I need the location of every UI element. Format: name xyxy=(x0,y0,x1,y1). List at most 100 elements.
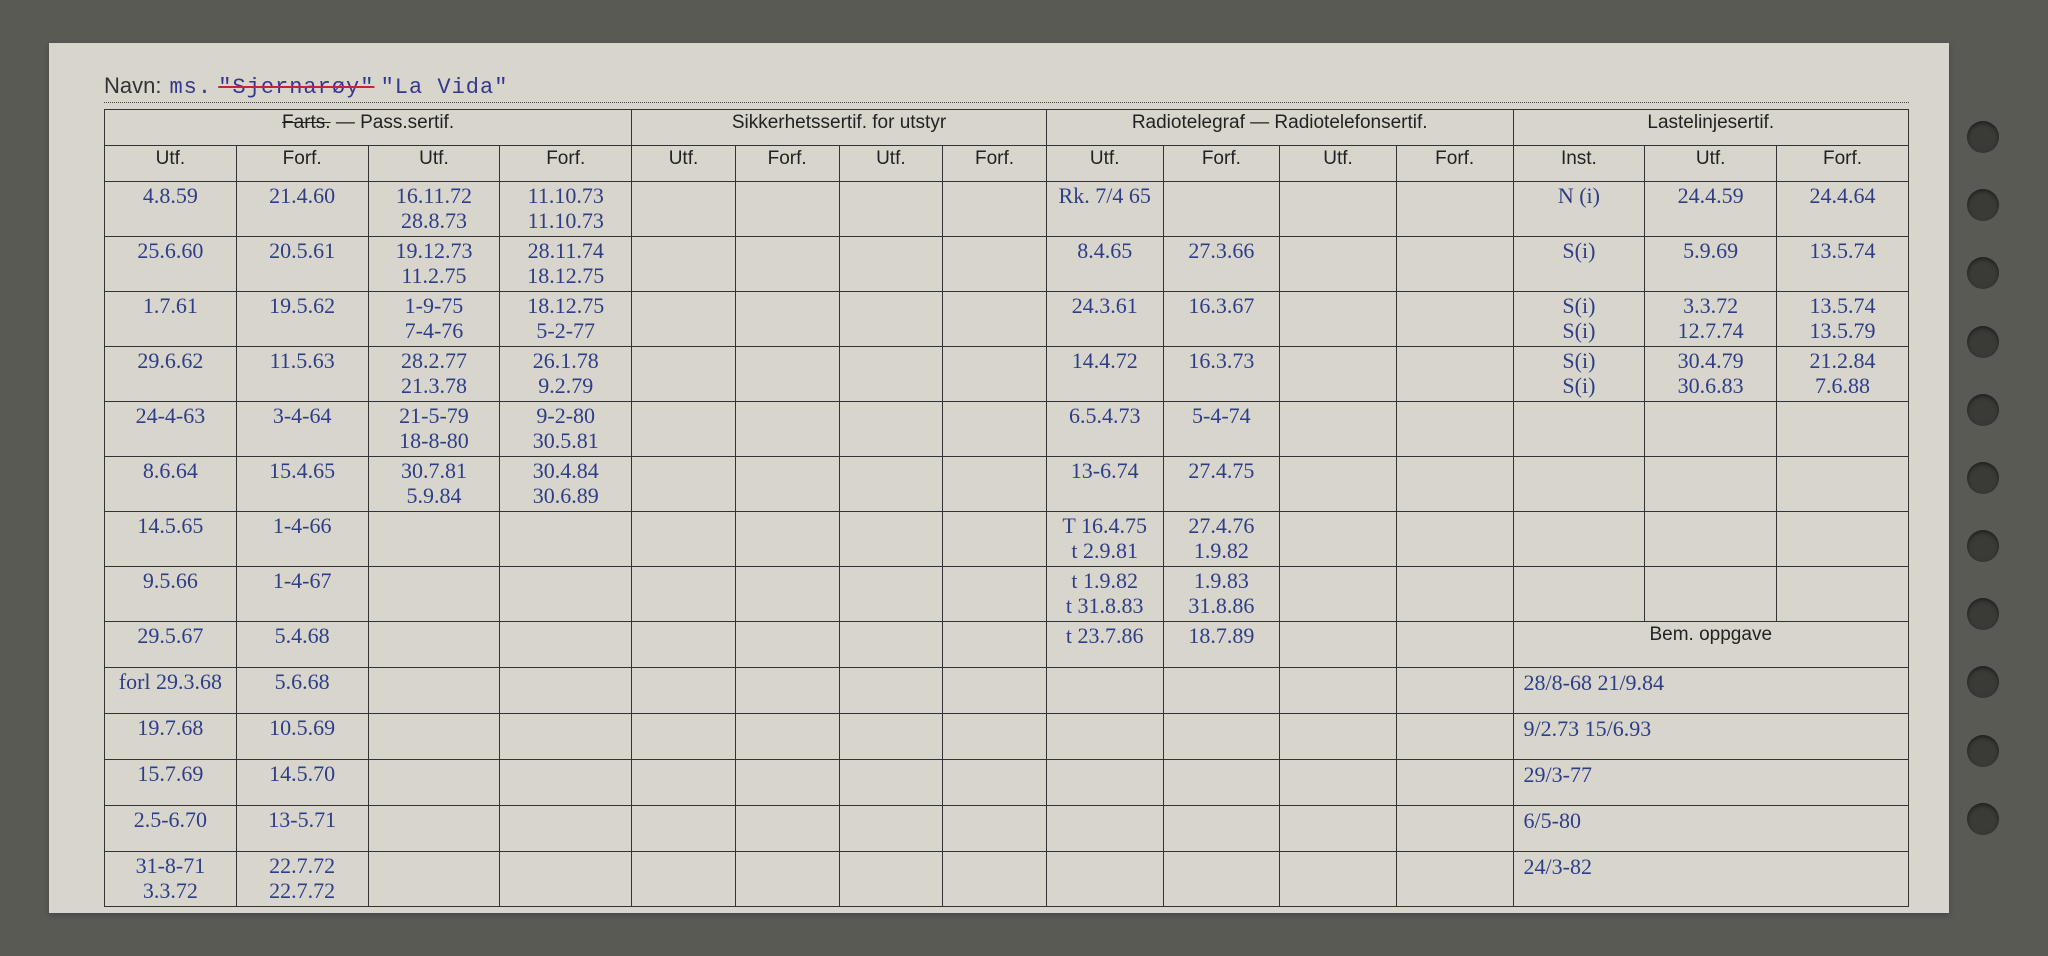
cell: 27.3.66 xyxy=(1163,237,1280,292)
cell xyxy=(943,714,1047,760)
hole-icon xyxy=(1967,666,1999,698)
cell xyxy=(943,402,1047,457)
cell: S(i) xyxy=(1513,237,1645,292)
cell xyxy=(632,567,736,622)
cell: 13.5.74 xyxy=(1777,237,1909,292)
cell: 8.6.64 xyxy=(105,457,237,512)
bem-cell: 9/2.73 15/6.93 xyxy=(1513,714,1909,760)
cell xyxy=(943,292,1047,347)
cell: 19.7.68 xyxy=(105,714,237,760)
table-row: forl 29.3.685.6.6828/8-68 21/9.84 xyxy=(105,668,1909,714)
cell: 15.4.65 xyxy=(236,457,368,512)
cell xyxy=(943,852,1047,907)
cell: 3-4-64 xyxy=(236,402,368,457)
cell: t 1.9.82 t 31.8.83 xyxy=(1046,567,1163,622)
cell: S(i) S(i) xyxy=(1513,347,1645,402)
cell xyxy=(943,512,1047,567)
col-utf: Utf. xyxy=(1280,146,1397,182)
certificate-table: Farts. — Pass.sertif. Sikkerhetssertif. … xyxy=(104,109,1909,907)
cell xyxy=(500,512,632,567)
cell xyxy=(839,760,943,806)
cell: 15.7.69 xyxy=(105,760,237,806)
cell xyxy=(1396,182,1513,237)
col-utf: Utf. xyxy=(632,146,736,182)
cell xyxy=(1645,457,1777,512)
cell xyxy=(1396,714,1513,760)
cell xyxy=(632,457,736,512)
cell xyxy=(500,567,632,622)
hole-icon xyxy=(1967,462,1999,494)
cell xyxy=(632,622,736,668)
cell: 19.12.73 11.2.75 xyxy=(368,237,500,292)
cell xyxy=(1163,806,1280,852)
cell: 6.5.4.73 xyxy=(1046,402,1163,457)
cell xyxy=(1280,852,1397,907)
bem-cell: 24/3-82 xyxy=(1513,852,1909,907)
col-forf: Forf. xyxy=(236,146,368,182)
cell xyxy=(735,806,839,852)
cell xyxy=(1396,292,1513,347)
cell xyxy=(1046,714,1163,760)
cell: S(i) S(i) xyxy=(1513,292,1645,347)
cell xyxy=(1280,806,1397,852)
navn-struck: "Sjernarøy" xyxy=(218,75,374,100)
cell xyxy=(1513,402,1645,457)
cell: 18.7.89 xyxy=(1163,622,1280,668)
group-sikkerhet: Sikkerhetssertif. for utstyr xyxy=(632,110,1047,146)
cell xyxy=(1280,567,1397,622)
cell: 8.4.65 xyxy=(1046,237,1163,292)
cell xyxy=(1046,806,1163,852)
cell xyxy=(1280,457,1397,512)
cell: 5.6.68 xyxy=(236,668,368,714)
table-row: 24-4-633-4-6421-5-79 18-8-809-2-80 30.5.… xyxy=(105,402,1909,457)
table-row: 29.5.675.4.68t 23.7.8618.7.89Bem. oppgav… xyxy=(105,622,1909,668)
cell: 16.3.73 xyxy=(1163,347,1280,402)
cell xyxy=(1046,760,1163,806)
cell xyxy=(735,852,839,907)
hole-icon xyxy=(1967,598,1999,630)
cell: forl 29.3.68 xyxy=(105,668,237,714)
table-row: 29.6.6211.5.6328.2.77 21.3.7826.1.78 9.2… xyxy=(105,347,1909,402)
cell: 29.6.62 xyxy=(105,347,237,402)
cell xyxy=(1396,457,1513,512)
cell xyxy=(368,806,500,852)
cell xyxy=(632,668,736,714)
cell xyxy=(368,760,500,806)
cell xyxy=(1046,668,1163,714)
cell xyxy=(1046,852,1163,907)
cell xyxy=(632,402,736,457)
cell xyxy=(1163,668,1280,714)
bem-header: Bem. oppgave xyxy=(1513,622,1909,668)
cell xyxy=(839,714,943,760)
cell xyxy=(368,714,500,760)
cell xyxy=(839,402,943,457)
cell xyxy=(632,760,736,806)
cell xyxy=(1777,402,1909,457)
cell: 24.3.61 xyxy=(1046,292,1163,347)
cell xyxy=(839,512,943,567)
cell xyxy=(1396,512,1513,567)
cell: 27.4.76 1.9.82 xyxy=(1163,512,1280,567)
cell xyxy=(1396,237,1513,292)
cell xyxy=(1163,182,1280,237)
table-row: 2.5-6.7013-5.716/5-80 xyxy=(105,806,1909,852)
cell xyxy=(632,714,736,760)
cell xyxy=(1280,182,1397,237)
cell xyxy=(1280,402,1397,457)
cell xyxy=(943,567,1047,622)
cell xyxy=(1163,760,1280,806)
table-row: 9.5.661-4-67t 1.9.82 t 31.8.831.9.83 31.… xyxy=(105,567,1909,622)
cell xyxy=(368,852,500,907)
group-pass: Farts. — Pass.sertif. xyxy=(105,110,632,146)
cell: 13.5.74 13.5.79 xyxy=(1777,292,1909,347)
cell: 1-9-75 7-4-76 xyxy=(368,292,500,347)
cell: 30.4.79 30.6.83 xyxy=(1645,347,1777,402)
cell: 11.5.63 xyxy=(236,347,368,402)
cell xyxy=(735,512,839,567)
cell: 21.2.84 7.6.88 xyxy=(1777,347,1909,402)
cell xyxy=(839,347,943,402)
cell xyxy=(839,668,943,714)
table-row: 25.6.6020.5.6119.12.73 11.2.7528.11.74 1… xyxy=(105,237,1909,292)
cell: 26.1.78 9.2.79 xyxy=(500,347,632,402)
cell: 1.7.61 xyxy=(105,292,237,347)
